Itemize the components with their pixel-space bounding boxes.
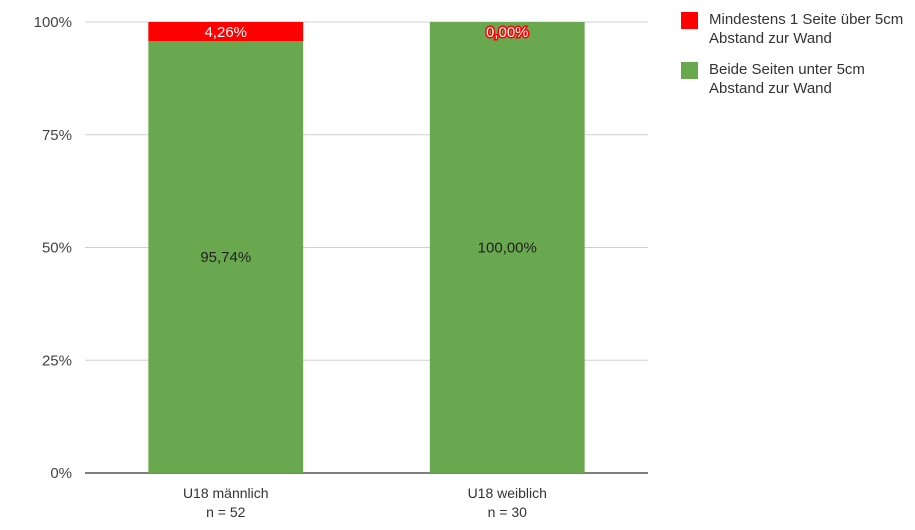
x-tick-label: n = 30 bbox=[488, 504, 528, 520]
x-tick-label: U18 männlich bbox=[183, 485, 269, 501]
data-label: 100,00% bbox=[478, 240, 537, 257]
x-axis-ticks: U18 männlich n = 52 U18 weiblich n = 30 bbox=[183, 485, 547, 520]
legend-swatch-red bbox=[681, 12, 698, 29]
legend-swatch-green bbox=[681, 62, 698, 79]
y-tick-label: 50% bbox=[42, 240, 72, 257]
bar-segment bbox=[148, 22, 304, 42]
data-label: 0,00% bbox=[486, 24, 529, 41]
data-label: 4,26% bbox=[204, 24, 247, 41]
legend: Mindestens 1 Seite über 5cm Abstand zur … bbox=[681, 10, 915, 110]
bars bbox=[148, 22, 585, 474]
x-tick-label: U18 weiblich bbox=[468, 485, 547, 501]
y-tick-label: 100% bbox=[34, 14, 72, 31]
legend-item-over-5cm: Mindestens 1 Seite über 5cm Abstand zur … bbox=[681, 10, 915, 48]
data-labels: 95,74% 4,26% 100,00% 0,00% bbox=[200, 23, 537, 267]
y-tick-label: 25% bbox=[42, 352, 72, 369]
x-tick-label: n = 52 bbox=[206, 504, 246, 520]
bar-segment bbox=[429, 22, 585, 473]
y-axis-ticks: 0% 25% 50% 75% 100% bbox=[34, 14, 72, 482]
stacked-bar-chart: 0%25%50%75%100% 95,74%4,26%100,00%0,00% … bbox=[34, 14, 648, 520]
data-label: 95,74% bbox=[200, 249, 251, 266]
legend-label: Mindestens 1 Seite über 5cm Abstand zur … bbox=[709, 11, 904, 47]
legend-item-under-5cm: Beide Seiten unter 5cm Abstand zur Wand bbox=[681, 60, 915, 98]
y-tick-label: 75% bbox=[42, 127, 72, 144]
legend-label: Beide Seiten unter 5cm Abstand zur Wand bbox=[709, 61, 865, 97]
y-tick-label: 0% bbox=[50, 465, 72, 482]
bar-segment bbox=[148, 41, 304, 474]
